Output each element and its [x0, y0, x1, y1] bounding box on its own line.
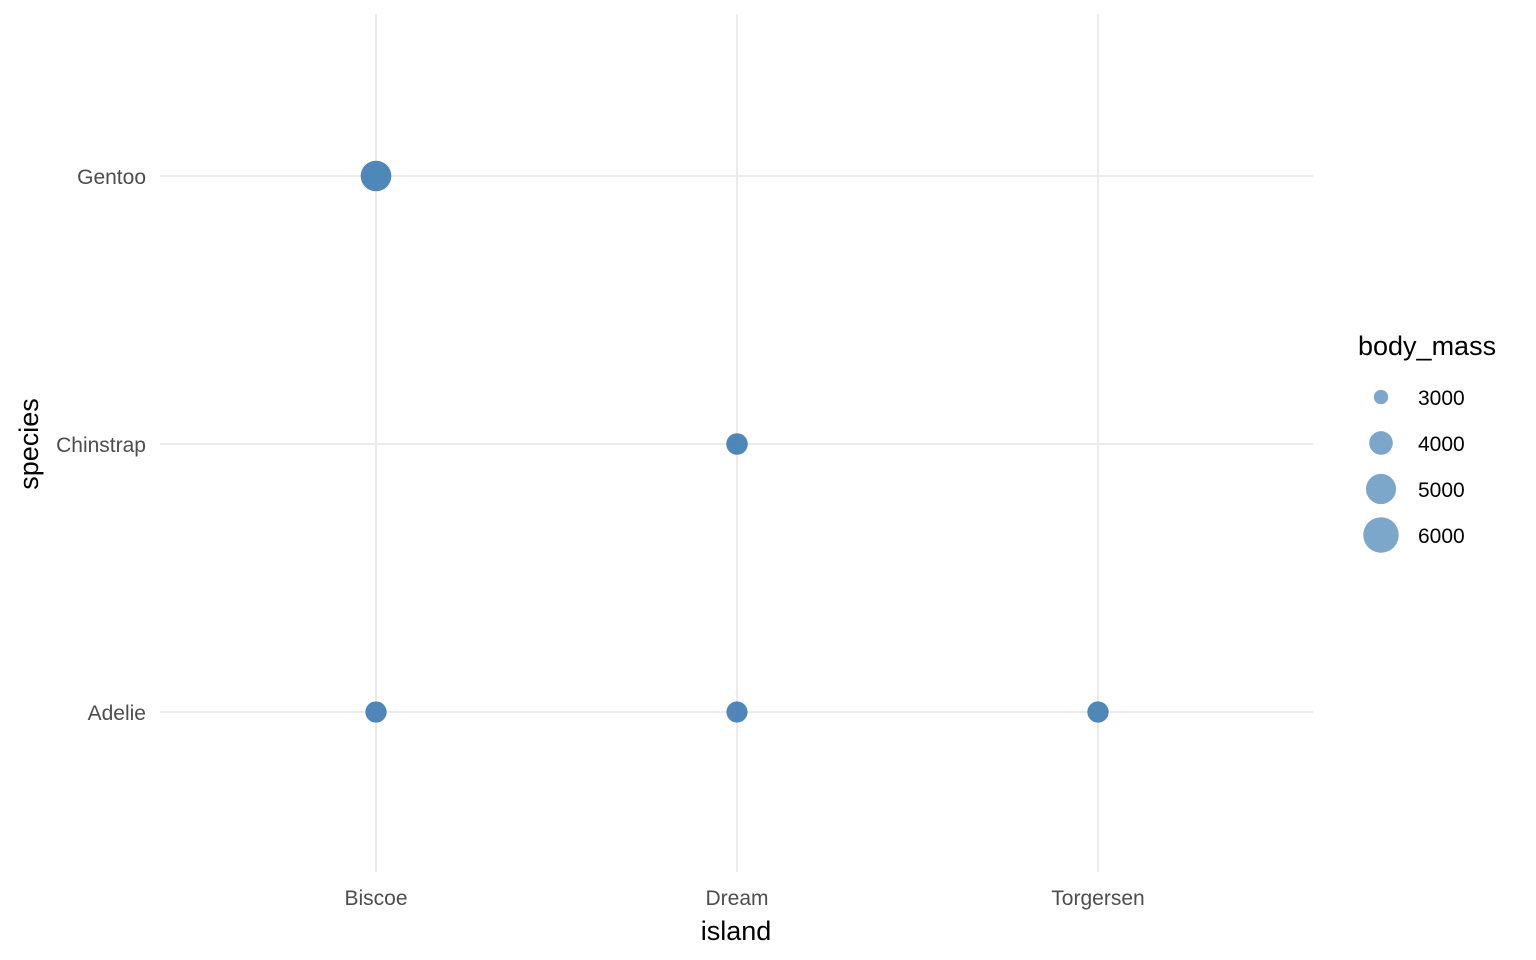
legend-key-3000 [1373, 389, 1389, 405]
data-point-biscoe-gentoo [360, 160, 392, 192]
y-tick-label-adelie: Adelie [88, 702, 146, 725]
legend-key-5000 [1365, 473, 1397, 505]
legend-label-4000: 4000 [1418, 433, 1465, 456]
y-axis-tick-labels: Adelie Chinstrap Gentoo [56, 166, 146, 725]
x-tick-label-torgersen: Torgersen [1051, 887, 1144, 910]
y-axis-title: species [14, 398, 44, 490]
data-points [360, 160, 1109, 723]
x-tick-label-biscoe: Biscoe [344, 887, 407, 910]
legend-key-6000 [1363, 517, 1399, 553]
size-legend: body_mass 3000 4000 5000 6000 [1358, 331, 1496, 553]
data-point-dream-adelie [726, 701, 748, 723]
legend-items: 3000 4000 5000 6000 [1363, 387, 1465, 553]
legend-label-3000: 3000 [1418, 387, 1465, 410]
y-tick-label-chinstrap: Chinstrap [56, 434, 146, 457]
legend-title: body_mass [1358, 331, 1496, 361]
data-point-torgersen-adelie [1087, 701, 1109, 723]
legend-label-6000: 6000 [1418, 525, 1465, 548]
x-axis-title: island [701, 916, 772, 946]
data-point-biscoe-adelie [365, 701, 387, 723]
data-point-dream-chinstrap [726, 433, 748, 455]
x-tick-label-dream: Dream [705, 887, 768, 910]
y-tick-label-gentoo: Gentoo [77, 166, 146, 189]
legend-label-5000: 5000 [1418, 479, 1465, 502]
x-axis-tick-labels: Biscoe Dream Torgersen [344, 887, 1144, 910]
legend-key-4000 [1369, 431, 1393, 455]
